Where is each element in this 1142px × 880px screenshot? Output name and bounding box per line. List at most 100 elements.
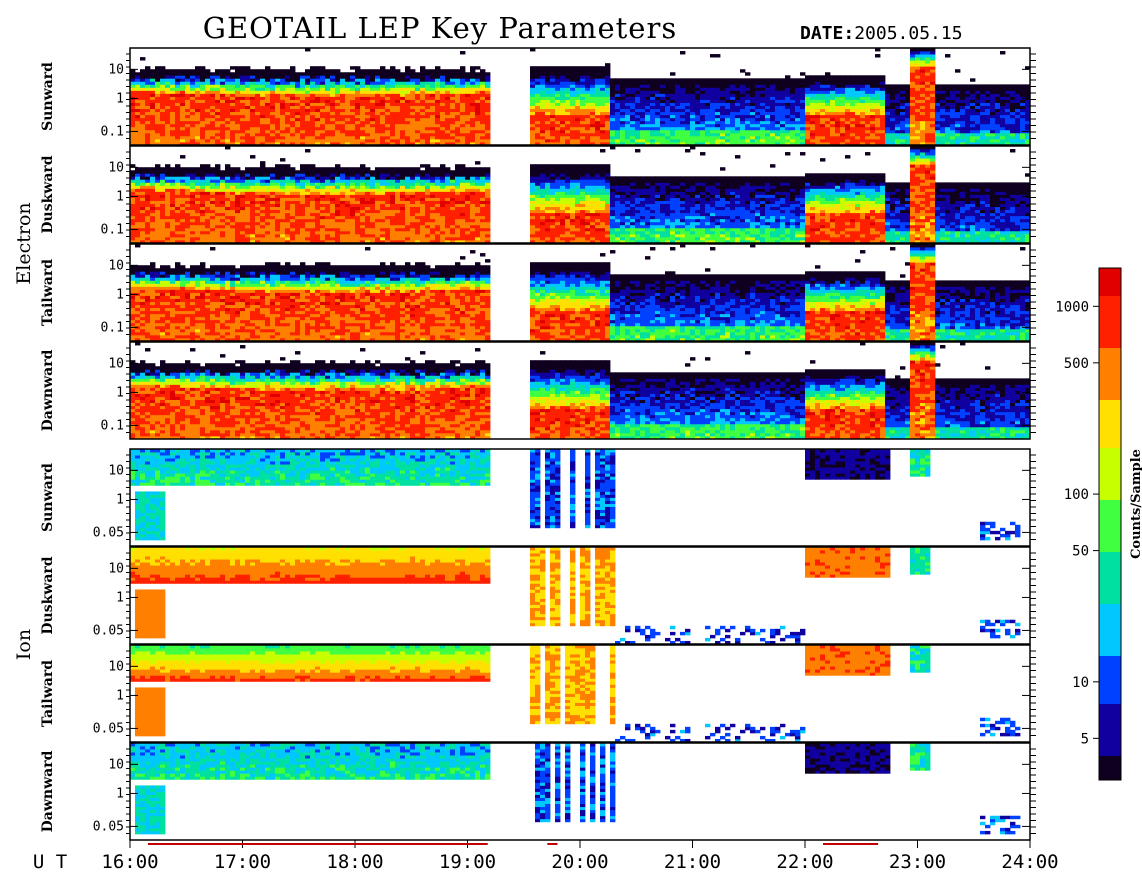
heatmap-cell: [620, 103, 625, 106]
heatmap-cell: [460, 115, 465, 118]
heatmap-cell: [565, 139, 570, 142]
heatmap-cell: [415, 127, 420, 130]
heatmap-cell: [230, 182, 235, 185]
heatmap-cell: [205, 170, 210, 173]
heatmap-cell: [155, 201, 160, 204]
heatmap-cell: [915, 139, 920, 142]
heatmap-cell: [975, 93, 980, 96]
heatmap-cell: [205, 109, 210, 112]
heatmap-cell: [280, 81, 285, 84]
heatmap-cell: [975, 100, 980, 103]
heatmap-cell: [540, 112, 545, 115]
heatmap-cell: [690, 81, 695, 84]
heatmap-cell: [265, 103, 270, 106]
heatmap-cell: [810, 81, 815, 84]
heatmap-cell: [985, 121, 990, 124]
heatmap-cell: [575, 72, 580, 75]
heatmap-cell: [200, 121, 205, 124]
heatmap-cell: [340, 136, 345, 139]
heatmap-cell: [700, 124, 705, 127]
heatmap-cell: [145, 231, 150, 234]
heatmap-cell: [330, 139, 335, 142]
heatmap-cell: [575, 112, 580, 115]
heatmap-cell: [530, 84, 535, 87]
heatmap-cell: [260, 176, 265, 179]
heatmap-cell: [155, 127, 160, 130]
heatmap-cell: [470, 78, 475, 81]
heatmap-cell: [740, 69, 745, 72]
heatmap-cell: [435, 103, 440, 106]
heatmap-cell: [550, 87, 555, 90]
heatmap-cell: [345, 127, 350, 130]
heatmap-cell: [175, 234, 180, 237]
heatmap-cell: [160, 213, 165, 216]
heatmap-cell: [355, 81, 360, 84]
heatmap-cell: [790, 136, 795, 139]
heatmap-cell: [545, 133, 550, 136]
heatmap-cell: [865, 130, 870, 133]
heatmap-cell: [915, 81, 920, 84]
heatmap-cell: [545, 130, 550, 133]
heatmap-cell: [265, 66, 270, 69]
heatmap-cell: [585, 139, 590, 142]
heatmap-cell: [665, 84, 670, 87]
heatmap-cell: [465, 124, 470, 127]
heatmap-cell: [395, 81, 400, 84]
heatmap-cell: [150, 72, 155, 75]
heatmap-cell: [955, 84, 960, 87]
heatmap-cell: [280, 121, 285, 124]
heatmap-cell: [305, 78, 310, 81]
heatmap-cell: [400, 72, 405, 75]
heatmap-cell: [630, 115, 635, 118]
heatmap-cell: [270, 222, 275, 225]
heatmap-cell: [265, 127, 270, 130]
heatmap-cell: [180, 130, 185, 133]
heatmap-cell: [175, 81, 180, 84]
heatmap-cell: [480, 109, 485, 112]
heatmap-cell: [315, 124, 320, 127]
heatmap-cell: [135, 231, 140, 234]
heatmap-cell: [355, 139, 360, 142]
heatmap-cell: [375, 81, 380, 84]
heatmap-cell: [465, 103, 470, 106]
heatmap-cell: [270, 216, 275, 219]
heatmap-cell: [195, 69, 200, 72]
heatmap-cell: [155, 170, 160, 173]
heatmap-cell: [235, 216, 240, 219]
heatmap-cell: [205, 188, 210, 191]
heatmap-cell: [820, 121, 825, 124]
heatmap-cell: [915, 51, 920, 54]
heatmap-cell: [195, 136, 200, 139]
heatmap-cell: [1020, 112, 1025, 115]
heatmap-cell: [810, 87, 815, 90]
heatmap-cell: [750, 136, 755, 139]
heatmap-cell: [220, 106, 225, 109]
heatmap-cell: [575, 103, 580, 106]
heatmap-cell: [240, 78, 245, 81]
heatmap-cell: [165, 93, 170, 96]
heatmap-cell: [360, 124, 365, 127]
heatmap-cell: [975, 87, 980, 90]
heatmap-cell: [900, 97, 905, 100]
heatmap-cell: [210, 167, 215, 170]
heatmap-cell: [160, 176, 165, 179]
heatmap-cell: [475, 136, 480, 139]
heatmap-cell: [610, 81, 615, 84]
heatmap-cell: [890, 127, 895, 130]
heatmap-cell: [330, 136, 335, 139]
heatmap-cell: [980, 87, 985, 90]
heatmap-cell: [140, 210, 145, 213]
heatmap-cell: [195, 139, 200, 142]
heatmap-cell: [160, 228, 165, 231]
heatmap-cell: [290, 136, 295, 139]
heatmap-cell: [230, 66, 235, 69]
heatmap-cell: [190, 198, 195, 201]
heatmap-cell: [845, 112, 850, 115]
heatmap-cell: [225, 112, 230, 115]
heatmap-cell: [770, 130, 775, 133]
heatmap-cell: [735, 121, 740, 124]
heatmap-cell: [870, 118, 875, 121]
heatmap-cell: [390, 66, 395, 69]
heatmap-cell: [435, 72, 440, 75]
heatmap-cell: [210, 182, 215, 185]
